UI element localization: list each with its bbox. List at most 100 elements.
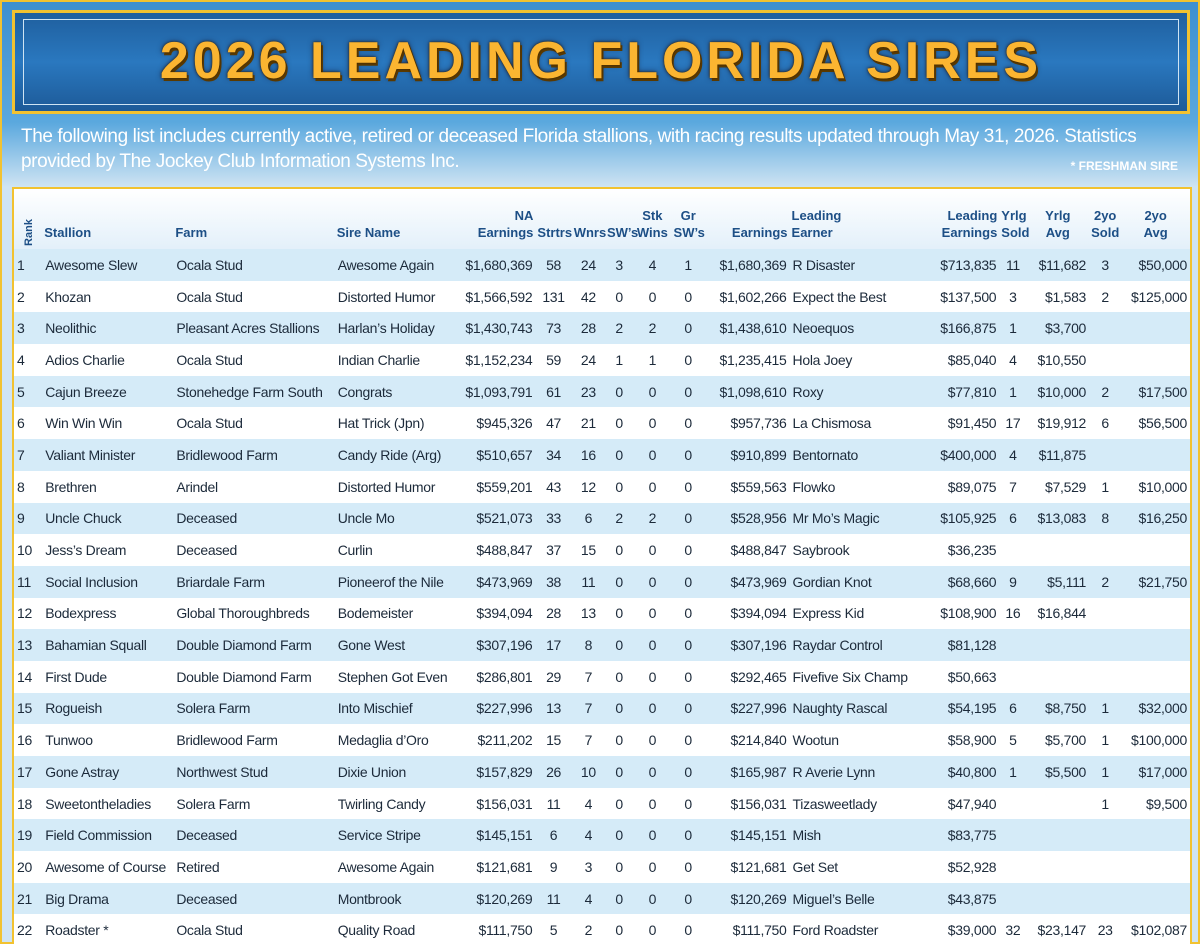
cell-text: $394,094 [730, 605, 787, 622]
cell-text: Express Kid [792, 605, 865, 622]
cell-text: 21 [17, 890, 32, 907]
header-text: 2yo [1144, 208, 1167, 223]
table-row: 15 Rogueish Solera Farm Into Mischief $227,9… [14, 692, 1190, 725]
cell-text: 26 [546, 763, 562, 780]
table-cell: 2 [1089, 281, 1121, 313]
table-cell: $121,681 [705, 851, 790, 883]
table-cell: Stephen Got Even [335, 661, 451, 693]
table-cell: 2 [604, 502, 634, 535]
cell-text: Pleasant Acres Stallions [176, 320, 320, 337]
cell-text: Wootun [792, 732, 840, 749]
table-cell: 3 [1089, 249, 1122, 281]
table-cell: $521,073 [450, 502, 536, 535]
table-cell: Roxy [789, 375, 931, 408]
table-cell: 6 [535, 819, 572, 852]
table-cell: 8 [14, 471, 42, 503]
column-header: Stallion [42, 189, 174, 249]
table-cell: 0 [671, 375, 705, 408]
cell-text: $1,566,592 [465, 288, 533, 305]
table-cell: 11 [571, 565, 605, 598]
cell-text: 1 [1101, 732, 1109, 749]
table-cell: Tunwoo [42, 724, 173, 756]
cell-text: 6 [17, 415, 25, 432]
table-cell: Rogueish [42, 692, 174, 725]
table-cell: Deceased [173, 534, 334, 566]
cell-text: 13 [17, 637, 32, 654]
cell-text: Solera Farm [176, 700, 251, 717]
cell-text: Expect the Best [792, 288, 887, 305]
table-cell: 10 [571, 756, 605, 788]
table-cell: Pioneerof the Nile [334, 565, 451, 598]
table-cell: $5,111 [1026, 565, 1090, 598]
table-cell: Congrats [334, 375, 451, 408]
cell-text: Bodexpress [45, 605, 117, 622]
table-cell: Indian Charlie [335, 344, 451, 376]
cell-text: 6 [1009, 700, 1017, 717]
table-cell: Harlan’s Holiday [334, 312, 451, 345]
cell-text: 17 [17, 763, 32, 780]
cell-text: 21 [580, 415, 596, 432]
table-cell: 0 [671, 565, 705, 598]
cell-text: 15 [546, 732, 562, 749]
cell-text: 7 [584, 700, 593, 717]
table-cell: Retired [173, 851, 334, 883]
table-cell: 1 [671, 249, 705, 281]
cell-text: $16,844 [1037, 605, 1087, 622]
table-cell: 0 [605, 788, 633, 820]
table-cell: $7,529 [1027, 471, 1090, 503]
table-cell: $292,465 [705, 661, 790, 693]
table-cell: $1,583 [1027, 281, 1090, 313]
cell-text: Awesome Again [337, 858, 435, 875]
header-text: Avg [1143, 225, 1168, 240]
cell-text: 28 [546, 605, 562, 622]
cell-text: 1 [1101, 700, 1109, 717]
table-cell [1121, 661, 1190, 693]
table-cell: 21 [572, 407, 605, 439]
cell-text: Social Inclusion [45, 573, 138, 590]
cell-text: 0 [684, 763, 692, 780]
table-cell [1089, 882, 1122, 915]
table-cell: $1,602,266 [705, 281, 790, 313]
table-cell: 2 [633, 312, 672, 345]
cell-text: $120,269 [476, 890, 533, 907]
table-cell: $13,083 [1026, 502, 1090, 535]
cell-text: 3 [17, 320, 25, 337]
cell-text: 4 [584, 890, 593, 907]
table-cell: Saybrook [790, 534, 931, 566]
cell-text: 13 [546, 700, 562, 717]
table-cell: 16 [571, 439, 605, 471]
table-cell: 5 [14, 375, 43, 408]
table-cell: 0 [671, 756, 705, 788]
table-cell: Awesome Again [334, 249, 451, 281]
table-cell [1121, 344, 1190, 376]
table-cell: 61 [535, 375, 572, 408]
cell-text: 0 [684, 858, 692, 875]
cell-text: 4 [1009, 446, 1017, 463]
table-cell: $145,151 [704, 819, 790, 852]
cell-text: 0 [648, 288, 657, 305]
table-cell: 0 [672, 724, 705, 756]
cell-text: Into Mischief [337, 700, 413, 717]
table-cell: $559,563 [705, 471, 790, 503]
table-cell: Roadster * [42, 914, 173, 944]
cell-text: $473,969 [476, 573, 533, 590]
table-cell: 0 [604, 629, 634, 661]
table-cell: $11,875 [1026, 439, 1090, 471]
table-cell: 0 [633, 471, 671, 503]
cell-text: 11 [1005, 256, 1020, 273]
cell-text: $394,094 [476, 605, 533, 622]
table-cell: 4 [571, 819, 605, 852]
cell-text: 0 [615, 446, 623, 463]
cell-text: $488,847 [476, 542, 533, 559]
cell-text: 1 [1101, 795, 1109, 812]
table-cell: Bodexpress [42, 598, 173, 630]
cell-text: $1,680,369 [719, 256, 787, 273]
cell-text: 18 [17, 795, 32, 812]
cell-text: $21,750 [1138, 573, 1187, 590]
table-cell [1027, 851, 1090, 883]
cell-text: 10 [17, 542, 32, 559]
cell-text: Twirling Candy [337, 795, 426, 812]
cell-text: 0 [684, 605, 692, 622]
cell-text: Tizasweetlady [792, 795, 878, 812]
table-cell: 42 [572, 281, 605, 313]
